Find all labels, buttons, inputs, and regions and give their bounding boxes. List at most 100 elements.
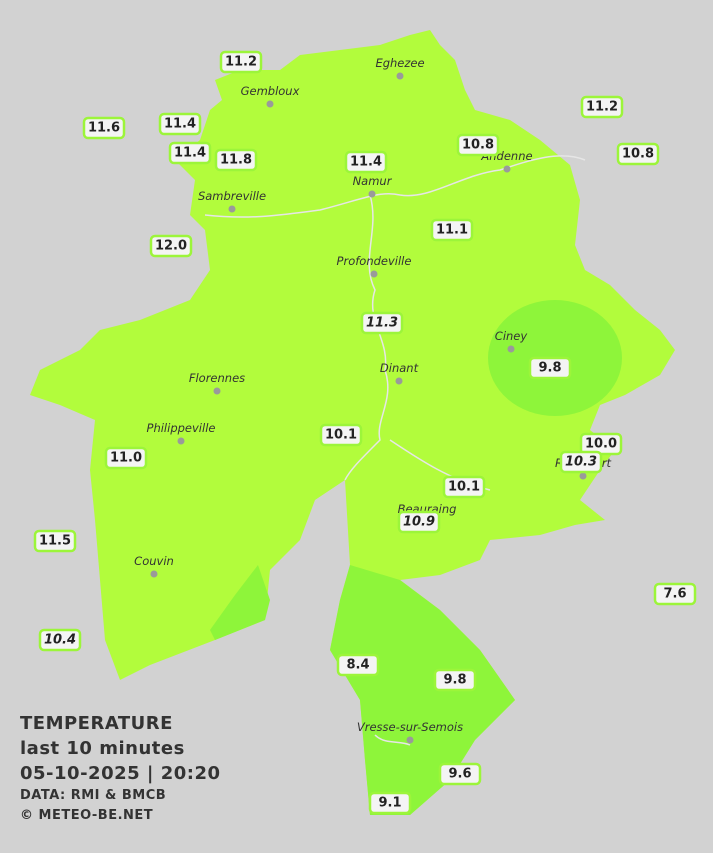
legend: TEMPERATURE last 10 minutes 05-10-2025 |… [20, 711, 221, 826]
station: 11.0 [104, 446, 148, 470]
station: 9.8 [433, 668, 477, 692]
station: 9.1 [368, 791, 412, 815]
station-box [82, 116, 126, 140]
station-box [433, 668, 477, 692]
station-temp: 9.1 [378, 796, 401, 811]
station-box [319, 423, 363, 447]
station: 9.6 [438, 762, 482, 786]
station-box [219, 50, 263, 74]
province-area [30, 30, 675, 815]
station: 10.1 [442, 475, 486, 499]
station-temp: 9.8 [443, 673, 466, 688]
station: 8.4 [336, 653, 380, 677]
station-temp: 12.0 [155, 239, 187, 254]
station: 10.8 [456, 133, 500, 157]
station-temp: 10.8 [462, 138, 494, 153]
station-temp: 9.8 [538, 361, 561, 376]
station-temp: 7.6 [663, 587, 686, 602]
station-box [344, 150, 388, 174]
town-name: Philippeville [147, 421, 216, 435]
town-dot [395, 377, 403, 385]
station: 10.8 [616, 142, 660, 166]
station-box [616, 142, 660, 166]
station-box [528, 356, 572, 380]
station: 10.3 [559, 450, 603, 474]
station-temp: 8.4 [346, 658, 369, 673]
station-temp: 11.8 [220, 153, 252, 168]
station-temp: 11.0 [110, 451, 142, 466]
town-dot [368, 190, 376, 198]
station: 7.6 [653, 582, 697, 606]
station-box [653, 582, 697, 606]
station-temp: 11.1 [436, 223, 468, 238]
station-box [214, 148, 258, 172]
station-box [442, 475, 486, 499]
station: 11.5 [33, 529, 77, 553]
station: 11.1 [430, 218, 474, 242]
station: 11.2 [219, 50, 263, 74]
station-box [149, 234, 193, 258]
station: 10.1 [319, 423, 363, 447]
cool-zone [210, 565, 270, 640]
station-temp: 9.6 [448, 767, 471, 782]
town-dot [579, 472, 587, 480]
station-temp: 11.3 [366, 316, 398, 331]
river [204, 155, 586, 746]
legend-copyright: © METEO-BE.NET [20, 808, 154, 823]
station-temp: 10.1 [448, 480, 480, 495]
legend-title: TEMPERATURE [20, 713, 173, 734]
town-name: Gembloux [241, 84, 300, 98]
station: 9.8 [528, 356, 572, 380]
station: 11.4 [344, 150, 388, 174]
station-box [168, 141, 212, 165]
town-dot [503, 165, 511, 173]
station-temp: 11.5 [39, 534, 71, 549]
town-name: Namur [353, 174, 393, 188]
town-dot [406, 736, 414, 744]
town-dot [396, 72, 404, 80]
station-box [104, 446, 148, 470]
station-temp: 10.0 [585, 437, 617, 452]
station-box [360, 311, 404, 335]
station-temp: 11.4 [164, 117, 196, 132]
station: 11.4 [158, 112, 202, 136]
station: 12.0 [149, 234, 193, 258]
town-name: Profondeville [337, 254, 412, 268]
station-box [559, 450, 603, 474]
station-temp: 11.4 [174, 146, 206, 161]
station-box [368, 791, 412, 815]
station-box [438, 762, 482, 786]
station-box [430, 218, 474, 242]
station-box [158, 112, 202, 136]
cool-zone [330, 565, 515, 815]
station-box [38, 628, 82, 652]
station-box [33, 529, 77, 553]
town-name: Couvin [134, 554, 174, 568]
station: 11.4 [168, 141, 212, 165]
station-temp: 10.9 [403, 515, 435, 530]
station: 10.4 [38, 628, 82, 652]
station-temp: 11.2 [586, 100, 618, 115]
station: 10.9 [397, 510, 441, 534]
station: 11.2 [580, 95, 624, 119]
town-dot [370, 270, 378, 278]
legend-timestamp: 05-10-2025 | 20:20 [20, 763, 221, 784]
town-name: Florennes [189, 371, 245, 385]
station: 11.8 [214, 148, 258, 172]
station: 11.3 [360, 311, 404, 335]
station-temp: 10.8 [622, 147, 654, 162]
station-box [397, 510, 441, 534]
station-temp: 11.6 [88, 121, 120, 136]
station-temp: 10.1 [325, 428, 357, 443]
station-box [336, 653, 380, 677]
town-dot [213, 387, 221, 395]
town-name: Dinant [380, 361, 419, 375]
station-box [580, 95, 624, 119]
town-dot [266, 100, 274, 108]
station-temp: 11.4 [350, 155, 382, 170]
town-dot [150, 570, 158, 578]
station-temp: 10.3 [565, 455, 597, 470]
station-temp: 10.4 [44, 633, 76, 648]
station-temp: 11.2 [225, 55, 257, 70]
